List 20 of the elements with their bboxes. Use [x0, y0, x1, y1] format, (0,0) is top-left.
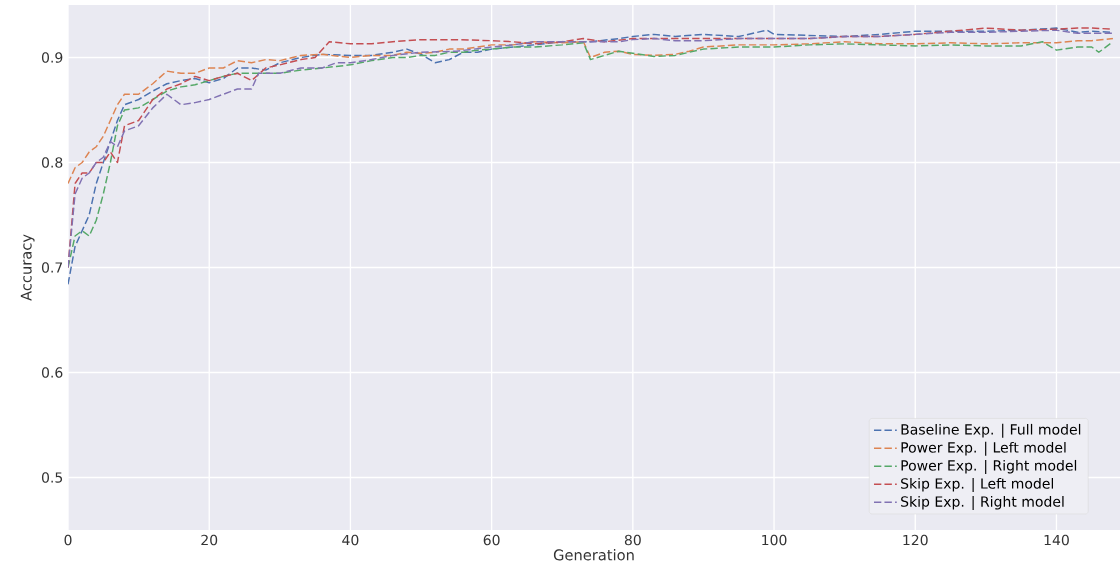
x-tick-label: 100 — [762, 534, 787, 546]
x-tick-label: 120 — [903, 534, 928, 546]
x-tick-label: 60 — [483, 534, 500, 546]
x-tick-label: 40 — [342, 534, 359, 546]
legend-label: Skip Exp. | Right model — [901, 495, 1064, 510]
y-axis-title: Accuracy — [20, 234, 35, 301]
x-tick-label: 80 — [624, 534, 641, 546]
y-tick-label: 0.9 — [41, 52, 63, 63]
y-tick-label: 0.8 — [41, 157, 63, 168]
legend-label: Skip Exp. | Left model — [901, 477, 1054, 492]
x-tick-label: 20 — [201, 534, 218, 546]
x-tick-label: 140 — [1044, 534, 1069, 546]
legend-label: Baseline Exp. | Full model — [901, 423, 1081, 438]
x-axis-title: Generation — [553, 549, 634, 561]
legend-label: Power Exp. | Right model — [901, 459, 1077, 474]
y-tick-label: 0.6 — [41, 367, 63, 378]
y-tick-label: 0.5 — [41, 472, 63, 483]
x-tick-label: 0 — [64, 534, 72, 546]
legend-label: Power Exp. | Left model — [901, 441, 1066, 456]
y-tick-label: 0.7 — [41, 262, 63, 273]
